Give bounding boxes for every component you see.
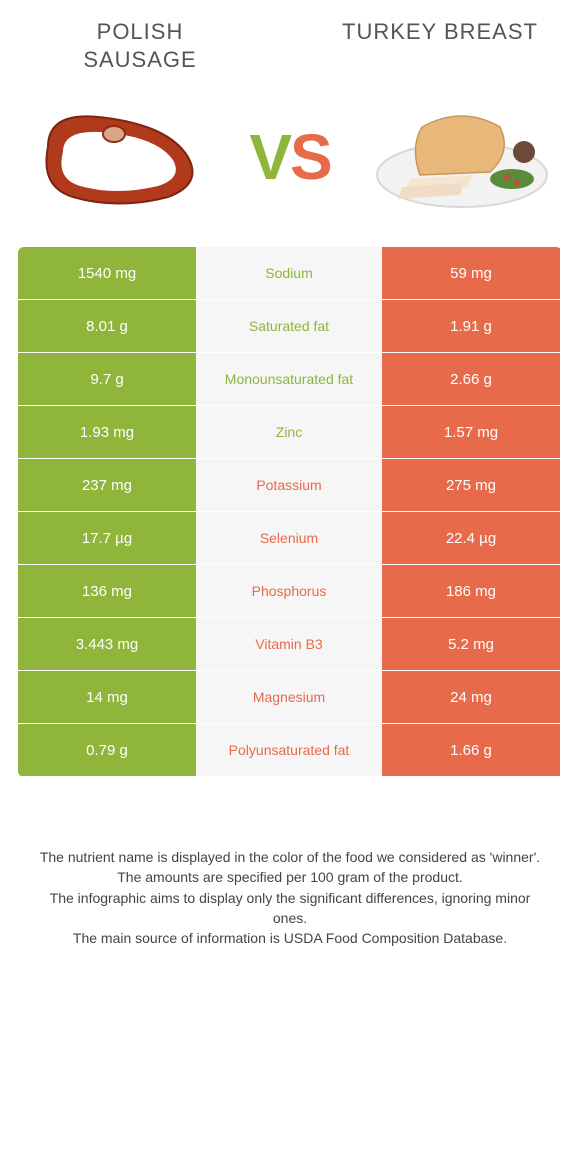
value-left: 0.79 g <box>18 724 196 776</box>
nutrient-label: Potassium <box>196 459 382 511</box>
footer-line-1: The nutrient name is displayed in the co… <box>36 847 544 867</box>
value-left: 237 mg <box>18 459 196 511</box>
table-row: 14 mgMagnesium24 mg <box>18 671 562 723</box>
footer-line-4: The main source of information is USDA F… <box>36 928 544 948</box>
comparison-table: 1540 mgSodium59 mg8.01 gSaturated fat1.9… <box>18 247 562 777</box>
table-row: 0.79 gPolyunsaturated fat1.66 g <box>18 724 562 776</box>
table-row: 1540 mgSodium59 mg <box>18 247 562 299</box>
footer-notes: The nutrient name is displayed in the co… <box>0 777 580 948</box>
table-row: 1.93 mgZinc1.57 mg <box>18 406 562 458</box>
nutrient-label: Selenium <box>196 512 382 564</box>
value-right: 1.57 mg <box>382 406 560 458</box>
value-right: 59 mg <box>382 247 560 299</box>
title-left: POLISH SAUSAGE <box>40 18 240 73</box>
value-right: 2.66 g <box>382 353 560 405</box>
hero-row: VS <box>0 73 580 247</box>
vs-v: V <box>249 121 290 193</box>
value-right: 1.66 g <box>382 724 560 776</box>
footer-line-2: The amounts are specified per 100 gram o… <box>36 867 544 887</box>
nutrient-label: Polyunsaturated fat <box>196 724 382 776</box>
turkey-breast-icon <box>372 97 552 217</box>
table-row: 3.443 mgVitamin B35.2 mg <box>18 618 562 670</box>
polish-sausage-icon <box>28 97 208 217</box>
table-row: 9.7 gMonounsaturated fat2.66 g <box>18 353 562 405</box>
value-left: 8.01 g <box>18 300 196 352</box>
value-left: 9.7 g <box>18 353 196 405</box>
nutrient-label: Magnesium <box>196 671 382 723</box>
nutrient-label: Saturated fat <box>196 300 382 352</box>
value-right: 275 mg <box>382 459 560 511</box>
nutrient-label: Phosphorus <box>196 565 382 617</box>
nutrient-label: Vitamin B3 <box>196 618 382 670</box>
value-left: 1540 mg <box>18 247 196 299</box>
value-right: 22.4 µg <box>382 512 560 564</box>
value-left: 136 mg <box>18 565 196 617</box>
value-left: 3.443 mg <box>18 618 196 670</box>
value-right: 5.2 mg <box>382 618 560 670</box>
value-right: 24 mg <box>382 671 560 723</box>
value-right: 186 mg <box>382 565 560 617</box>
table-row: 8.01 gSaturated fat1.91 g <box>18 300 562 352</box>
table-row: 136 mgPhosphorus186 mg <box>18 565 562 617</box>
table-row: 17.7 µgSelenium22.4 µg <box>18 512 562 564</box>
titles-row: POLISH SAUSAGE TURKEY BREAST <box>0 0 580 73</box>
value-left: 14 mg <box>18 671 196 723</box>
title-right: TURKEY BREAST <box>340 18 540 73</box>
value-right: 1.91 g <box>382 300 560 352</box>
vs-s: S <box>290 121 331 193</box>
vs-label: VS <box>249 120 330 194</box>
nutrient-label: Monounsaturated fat <box>196 353 382 405</box>
nutrient-label: Sodium <box>196 247 382 299</box>
nutrient-label: Zinc <box>196 406 382 458</box>
value-left: 1.93 mg <box>18 406 196 458</box>
footer-line-3: The infographic aims to display only the… <box>36 888 544 929</box>
table-row: 237 mgPotassium275 mg <box>18 459 562 511</box>
value-left: 17.7 µg <box>18 512 196 564</box>
